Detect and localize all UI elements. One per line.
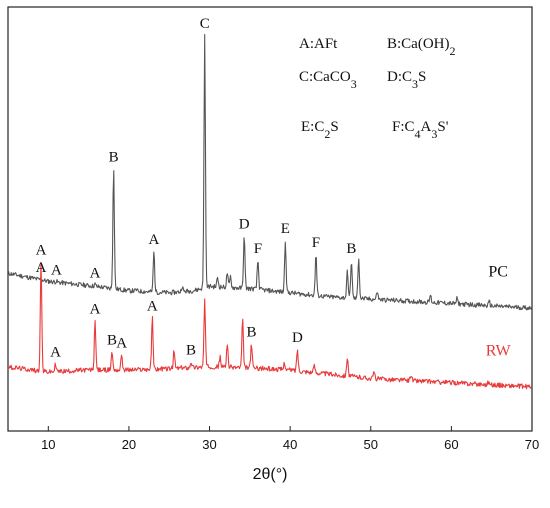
- peak-label: A: [148, 232, 159, 248]
- peak-label: B: [186, 342, 196, 358]
- x-tick-label: 70: [525, 437, 539, 452]
- legend-entry-A: A:AFt: [299, 36, 338, 52]
- series-line-RW: [7, 262, 533, 390]
- x-tick-label: 40: [283, 437, 297, 452]
- plot-frame: [7, 6, 533, 432]
- peak-label: D: [239, 217, 250, 233]
- peak-label: C: [200, 16, 210, 32]
- peak-label: A: [90, 301, 101, 317]
- peak-label: B: [246, 325, 256, 341]
- peak-label: A: [90, 265, 101, 281]
- legend-entry-B: B:Ca(OH)2: [387, 36, 456, 58]
- legend-entry-E: E:C2S: [301, 119, 339, 141]
- peak-label: F: [254, 241, 262, 257]
- peak-label: A: [36, 242, 47, 258]
- x-tick-label: 50: [364, 437, 378, 452]
- series-layer: [7, 34, 533, 390]
- x-tick-label: 10: [41, 437, 55, 452]
- peak-label: A: [36, 260, 47, 276]
- end-label-layer: PC RW: [486, 264, 512, 360]
- peak-label: E: [281, 221, 290, 237]
- series-end-label: RW: [486, 342, 512, 359]
- x-axis: 10 20 30 40 50 60 70: [41, 426, 539, 452]
- peak-label: A: [51, 262, 62, 278]
- series-end-label: PC: [488, 264, 508, 281]
- peak-label: B: [107, 332, 117, 348]
- legend-entry-F: F:C4A3S': [392, 119, 449, 141]
- peak-label: F: [312, 235, 320, 251]
- x-tick-label: 60: [444, 437, 458, 452]
- x-tick-label: 30: [202, 437, 216, 452]
- peak-label: B: [109, 150, 119, 166]
- x-tick-label: 20: [122, 437, 136, 452]
- peak-label: D: [292, 330, 303, 346]
- peak-label: A: [116, 335, 127, 351]
- peak-label: B: [346, 241, 356, 257]
- x-axis-label: 2θ(°): [253, 466, 288, 483]
- series-line-PC: [7, 34, 533, 311]
- peak-label: A: [147, 298, 158, 314]
- legend: A:AFt B:Ca(OH)2 C:CaCO3 D:C3S E:C2S F:C4A3S': [299, 36, 456, 141]
- legend-entry-D: D:C3S: [387, 69, 426, 91]
- peak-label: A: [50, 345, 61, 361]
- legend-entry-C: C:CaCO3: [299, 69, 357, 91]
